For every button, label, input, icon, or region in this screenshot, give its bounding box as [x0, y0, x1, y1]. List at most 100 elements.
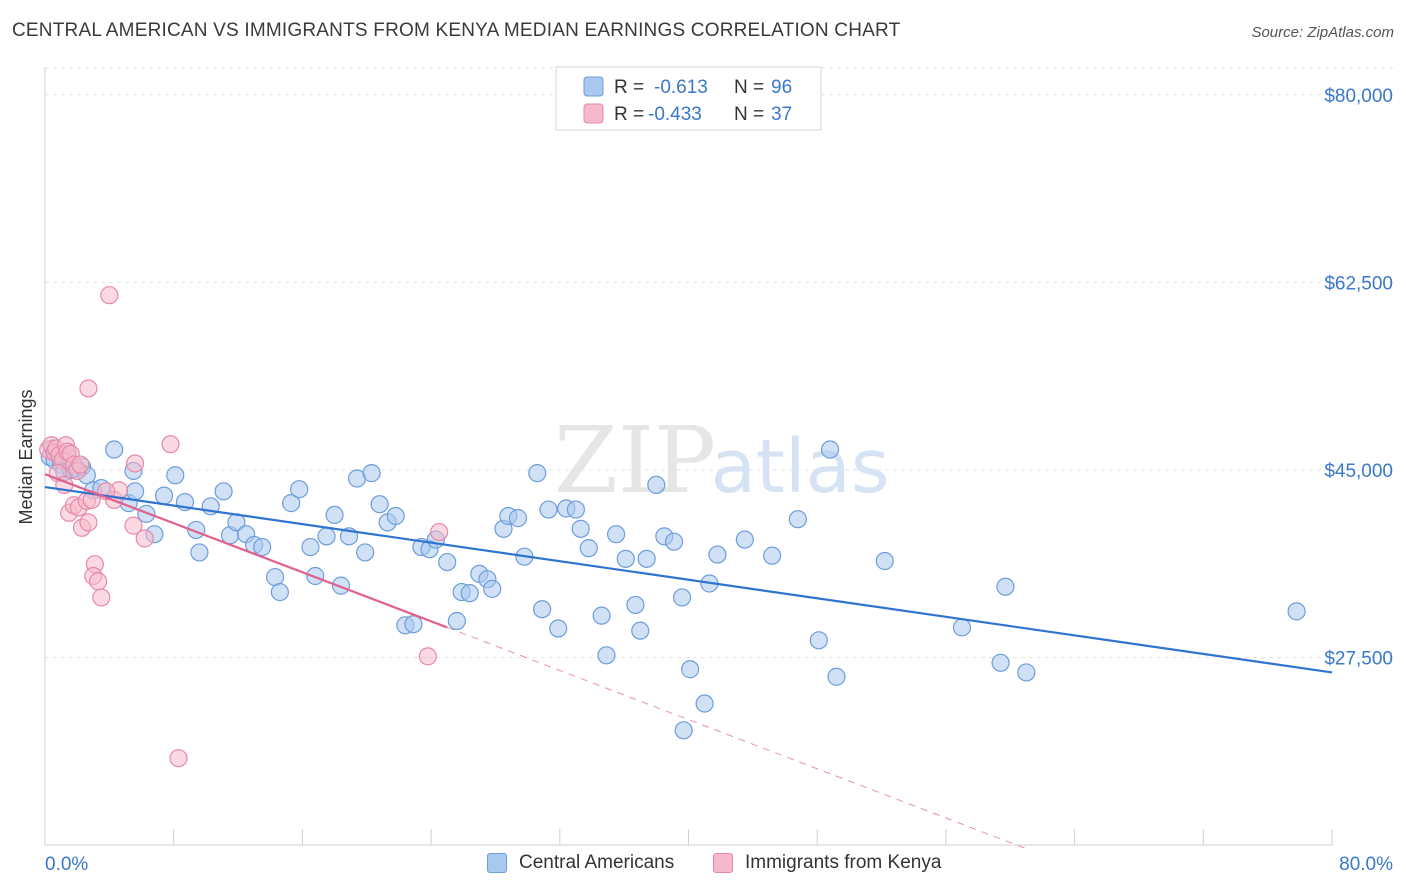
data-point-central-americans: [592, 606, 611, 625]
data-point-central-americans: [290, 480, 309, 499]
data-point-kenya: [88, 572, 108, 591]
data-point-central-americans: [597, 646, 616, 665]
legend-n-value-2: 37: [771, 104, 792, 125]
data-point-central-americans: [788, 510, 807, 529]
legend-label-kenya: Immigrants from Kenya: [745, 852, 942, 873]
data-point-central-americans: [571, 519, 590, 538]
legend-r-label-2: R =: [614, 104, 644, 125]
data-point-central-americans: [674, 721, 693, 740]
data-point-kenya: [124, 516, 143, 535]
data-point-kenya: [418, 647, 437, 666]
data-point-central-americans: [616, 549, 635, 568]
y-tick-label: $80,000: [1324, 86, 1393, 107]
data-point-central-americans: [270, 582, 289, 602]
data-point-central-americans: [549, 619, 568, 638]
data-point-central-americans: [681, 660, 700, 679]
data-point-central-americans: [356, 543, 375, 562]
y-tick-label: $45,000: [1324, 461, 1393, 482]
data-point-kenya: [92, 588, 111, 607]
data-point-central-americans: [827, 667, 846, 686]
legend-label-central-americans: Central Americans: [519, 852, 675, 873]
data-point-central-americans: [404, 615, 423, 634]
data-point-central-americans: [253, 537, 272, 557]
data-point-kenya: [430, 522, 449, 542]
legend-n-label-2: N =: [734, 104, 764, 125]
data-point-central-americans: [125, 482, 145, 501]
data-point-kenya: [135, 529, 154, 548]
data-point-central-americans: [508, 509, 528, 528]
trend-line-kenya: [44, 473, 448, 629]
trend-lines: [44, 473, 1333, 850]
data-point-central-americans: [664, 532, 684, 551]
data-point-central-americans: [362, 464, 381, 483]
data-point-central-americans: [539, 500, 558, 519]
y-axis-label: Median Earnings: [16, 389, 36, 524]
data-point-central-americans: [1017, 663, 1036, 682]
legend-item-central-americans[interactable]: Central Americans: [487, 852, 674, 874]
data-point-kenya: [161, 435, 180, 454]
data-point-central-americans: [820, 440, 840, 459]
y-tick-label: $27,500: [1324, 648, 1393, 669]
y-tick-label: $62,500: [1324, 273, 1393, 294]
data-point-central-americans: [301, 537, 320, 557]
legend-r-label-1: R =: [614, 77, 644, 98]
data-point-central-americans: [672, 588, 692, 607]
data-point-kenya: [71, 455, 90, 474]
trend-line-central-americans: [44, 485, 1333, 674]
chart-title: CENTRAL AMERICAN VS IMMIGRANTS FROM KENY…: [12, 20, 901, 41]
data-point-central-americans: [763, 546, 782, 565]
data-point-central-americans: [214, 482, 233, 501]
data-point-central-americans: [282, 494, 301, 513]
gridlines: [45, 67, 1393, 658]
data-point-central-americans: [528, 464, 547, 483]
data-point-central-americans: [647, 475, 666, 495]
data-point-central-americans: [996, 577, 1015, 596]
data-point-central-americans: [579, 539, 598, 558]
watermark-atlas: atlas: [711, 424, 890, 510]
data-point-central-americans: [154, 486, 174, 505]
top-legend-swatch-blue: [583, 76, 604, 97]
data-point-central-americans: [991, 653, 1010, 672]
trend-line-kenya-extension: [447, 626, 1029, 850]
y-tick-labels: $27,500 $45,000 $62,500 $80,000: [1324, 86, 1393, 670]
watermark: ZIP atlas: [554, 407, 890, 514]
data-point-kenya: [79, 379, 98, 398]
data-point-central-americans: [483, 579, 502, 598]
data-point-central-americans: [735, 530, 754, 549]
data-point-central-americans: [331, 576, 351, 595]
legend-r-value-2: -0.433: [648, 104, 702, 125]
legend-item-kenya[interactable]: Immigrants from Kenya: [713, 852, 941, 874]
data-point-central-americans: [637, 549, 656, 568]
data-point-central-americans: [607, 525, 626, 544]
data-point-central-americans: [1287, 602, 1306, 621]
x-tick-label-min: 0.0%: [45, 854, 88, 875]
legend-swatch-pink: [713, 853, 733, 873]
legend-swatch-blue: [487, 853, 507, 873]
x-tick-labels: 0.0% 80.0%: [45, 854, 1393, 875]
data-point-central-americans: [370, 495, 389, 514]
legend-n-value-1: 96: [771, 77, 792, 98]
data-point-central-americans: [952, 618, 972, 637]
data-point-central-americans: [809, 631, 828, 650]
legend-r-value-1: -0.613: [654, 77, 708, 98]
data-point-central-americans: [317, 527, 336, 546]
data-point-central-americans: [325, 505, 344, 525]
legend-n-label-1: N =: [734, 77, 764, 98]
data-point-kenya: [125, 454, 145, 473]
data-point-central-americans: [460, 584, 479, 603]
data-point-central-americans: [566, 500, 585, 519]
data-point-kenya: [169, 749, 188, 768]
data-point-central-americans: [166, 466, 185, 485]
data-point-kenya: [79, 513, 98, 532]
series-kenya-points: [39, 286, 449, 768]
data-point-central-americans: [265, 567, 285, 587]
x-tick-marks: [173, 829, 1333, 845]
data-point-central-americans: [190, 543, 209, 562]
data-point-central-americans: [447, 611, 466, 631]
data-point-central-americans: [631, 621, 650, 640]
data-point-central-americans: [386, 506, 405, 526]
data-point-central-americans: [708, 545, 727, 564]
bottom-legend: Central Americans Immigrants from Kenya: [0, 852, 1406, 878]
data-point-central-americans: [438, 552, 457, 572]
